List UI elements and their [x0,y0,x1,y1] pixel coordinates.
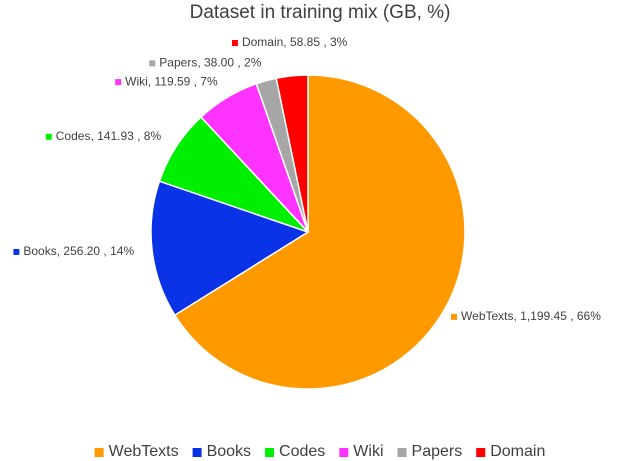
legend-label: WebTexts [109,443,179,460]
label-marker [115,79,122,86]
label-marker [45,133,52,140]
legend-label: Papers [412,443,463,460]
legend-label: Books [207,443,251,460]
label-marker [149,60,156,67]
label-marker [231,39,238,46]
data-label: Books, 256.20 , 14% [23,244,134,258]
legend-swatch [265,448,275,457]
legend-label: Wiki [353,443,383,460]
data-label: Wiki, 119.59 , 7% [125,74,218,88]
legend-swatch [192,448,202,457]
data-label: Domain, 58.85 , 3% [242,35,348,49]
data-label: Codes, 141.93 , 8% [56,129,162,143]
label-marker [13,248,20,255]
chart-title: Dataset in training mix (GB, %) [190,2,451,23]
data-label: WebTexts, 1,199.45 , 66% [461,309,601,323]
legend-swatch [339,448,349,457]
label-marker [451,313,458,320]
pie-slice [173,74,466,390]
pie-slice [275,74,309,233]
legend-swatch [94,448,104,457]
data-label: Papers, 38.00 , 2% [159,55,261,69]
pie-slice [150,180,310,317]
legend-swatch [476,448,486,457]
legend-swatch [397,448,407,457]
legend-label: Domain [490,443,545,460]
legend-label: Codes [279,443,325,460]
